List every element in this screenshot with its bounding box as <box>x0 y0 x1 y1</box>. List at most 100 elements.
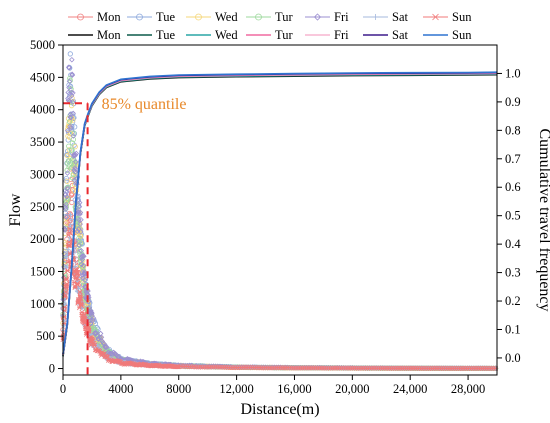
flow-point <box>64 281 70 287</box>
legend-label-cdf: Tue <box>156 28 175 42</box>
flow-point <box>81 311 87 317</box>
flow-series-wed <box>60 95 499 372</box>
flow-point <box>67 111 74 118</box>
flow-point <box>78 296 84 302</box>
legend-label-flow: Wed <box>215 10 238 24</box>
flow-point <box>66 119 73 125</box>
legend-label-cdf: Sun <box>452 28 472 42</box>
flow-point <box>63 175 69 182</box>
flow-point <box>77 209 84 216</box>
flow-point <box>74 272 80 278</box>
right-y-tick-label: 0.0 <box>505 351 521 365</box>
legend-label-cdf: Tur <box>275 28 293 42</box>
left-y-tick-label: 500 <box>36 329 55 343</box>
legend-marker-flow <box>195 13 202 21</box>
flow-point <box>63 201 69 208</box>
flow-series-tur <box>60 75 499 371</box>
flow-point <box>70 110 76 117</box>
flow-point <box>73 166 79 172</box>
right-y-tick-label: 0.1 <box>505 322 521 336</box>
left-y-tick-label: 1000 <box>30 297 55 311</box>
flow-point <box>79 303 84 309</box>
flow-point <box>67 123 73 130</box>
left-y-tick-label: 0 <box>49 362 55 376</box>
flow-point <box>98 334 105 341</box>
flow-point <box>82 277 88 283</box>
left-y-tick-label: 3500 <box>30 135 55 149</box>
flow-point <box>70 136 77 143</box>
left-y-axis-title: Flow <box>7 193 24 226</box>
flow-point <box>68 212 73 218</box>
legend-marker-flow <box>313 13 322 21</box>
flow-point <box>64 196 70 202</box>
flow-point <box>67 113 73 119</box>
legend-marker-flow <box>255 13 262 21</box>
flow-point <box>80 262 87 269</box>
cdf-line-sat <box>62 71 498 355</box>
left-y-tick-label: 3000 <box>30 167 55 181</box>
flow-point <box>77 229 84 235</box>
flow-point <box>64 276 70 282</box>
left-y-tick-label: 2500 <box>30 200 55 214</box>
flow-point <box>66 64 73 71</box>
flow-point <box>72 159 79 165</box>
flow-point <box>76 199 83 206</box>
right-y-tick-label: 0.8 <box>505 123 521 137</box>
x-tick-label: 28,000 <box>451 382 485 396</box>
left-y-tick-label: 1500 <box>30 264 55 278</box>
flow-point <box>66 84 72 91</box>
plot-frame <box>62 44 498 376</box>
flow-point <box>64 152 71 159</box>
left-y-tick-label: 5000 <box>30 38 55 52</box>
cdf-line-wed <box>62 73 498 356</box>
flow-point <box>65 259 71 265</box>
flow-point <box>101 341 107 347</box>
flow-point <box>76 216 82 223</box>
x-tick-label: 24,000 <box>393 382 427 396</box>
flow-point <box>67 226 73 232</box>
flow-point <box>77 247 83 253</box>
right-y-tick-label: 1.0 <box>505 66 521 80</box>
cdf-line-fri <box>62 72 498 355</box>
flow-series-mon <box>60 166 499 371</box>
legend-label-flow: Sun <box>452 10 472 24</box>
flow-point <box>63 193 70 200</box>
flow-point <box>64 264 69 270</box>
legend-marker-flow <box>372 14 379 20</box>
flow-point <box>75 282 81 288</box>
flow-point <box>76 242 82 248</box>
legend-label-flow: Fri <box>334 10 349 24</box>
legend-label-flow: Mon <box>97 10 121 24</box>
cdf-line-mon <box>62 73 498 357</box>
flow-point <box>82 315 88 321</box>
x-tick-label: 4000 <box>108 382 133 396</box>
left-y-tick-label: 4000 <box>30 103 55 117</box>
flow-point <box>66 143 72 149</box>
flow-point <box>64 170 71 176</box>
legend-label-flow: Sat <box>392 10 409 24</box>
flow-point <box>72 152 79 158</box>
legend-label-cdf: Fri <box>334 28 349 42</box>
right-y-tick-label: 0.4 <box>505 237 521 251</box>
legend: Mon Tue Wed Tur Fri Sat Sun Mon Tue Wed Tur Fri Sat S… <box>68 10 472 42</box>
cdf-line-tue <box>62 73 498 357</box>
right-y-axis-title: Cumulative travel frequency <box>536 128 550 311</box>
flow-point <box>67 218 73 224</box>
flow-point <box>70 133 77 139</box>
flow-point <box>76 286 82 291</box>
flow-point <box>69 72 76 78</box>
legend-marker-flow <box>432 13 439 21</box>
flow-point <box>68 125 74 131</box>
flow-point <box>67 51 73 57</box>
cdf-line-sun <box>62 71 498 354</box>
flow-point <box>63 214 70 221</box>
flow-point <box>69 157 75 163</box>
legend-label-flow: Tue <box>156 10 175 24</box>
x-tick-label: 16,000 <box>277 382 311 396</box>
right-y-tick-label: 0.9 <box>505 95 521 109</box>
flow-point <box>66 78 73 85</box>
flow-point <box>71 130 77 136</box>
flow-point <box>68 114 74 121</box>
x-tick-label: 20,000 <box>335 382 369 396</box>
flow-point <box>81 253 87 260</box>
